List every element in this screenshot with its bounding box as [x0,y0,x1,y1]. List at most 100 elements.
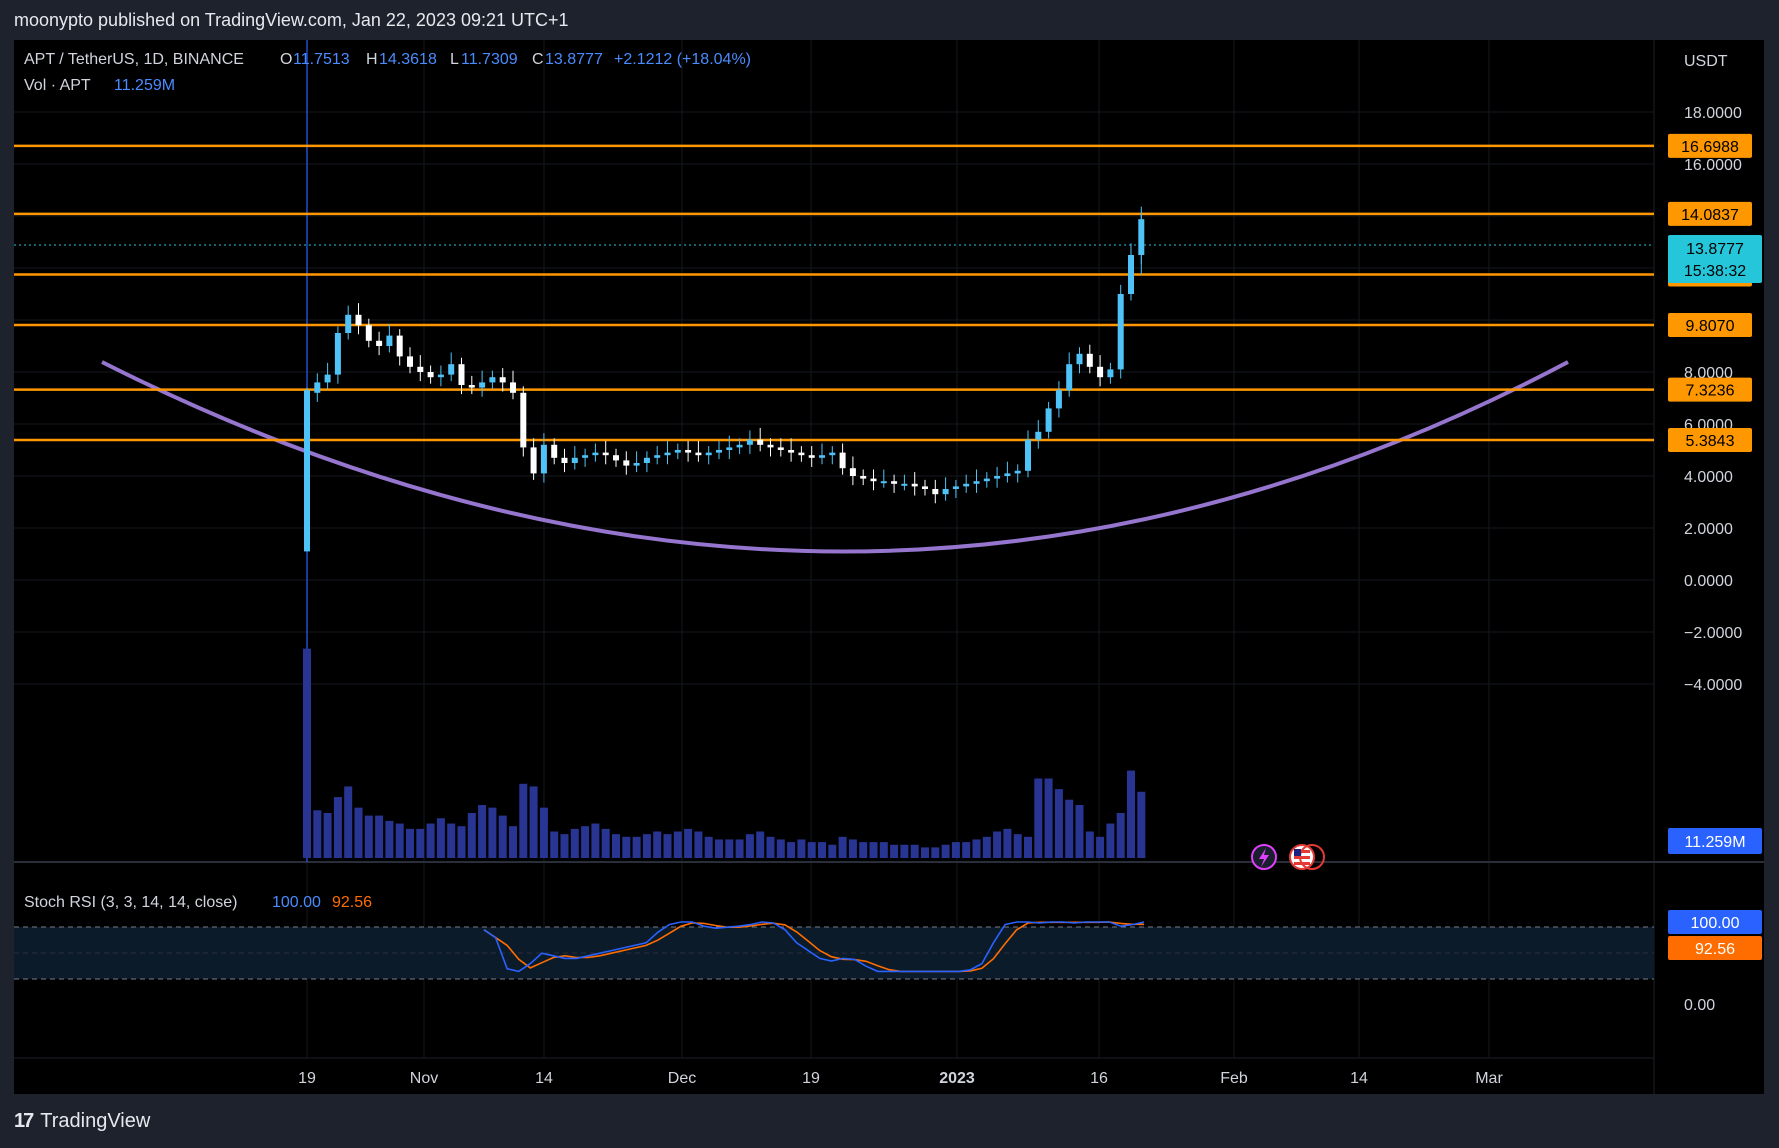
level-badge-text: 7.3236 [1686,383,1735,400]
lightning-icon[interactable] [1251,844,1277,870]
volume-bar [1085,831,1094,858]
grid [14,40,1654,1058]
volume-bar [879,842,888,858]
legend-symbol: APT / TetherUS, 1D, BINANCE [24,51,244,68]
rsi-d-badge-text: 92.56 [1695,941,1735,958]
volume-bar [673,831,682,858]
candle-body [777,447,784,450]
volume-bar [333,797,342,858]
volume-bar [807,842,816,858]
volume-bar [581,826,590,858]
stoch-rsi-k-line [483,921,1145,973]
candle-body [561,457,568,463]
chart-svg[interactable]: APT / TetherUS, 1D, BINANCE O 11.7513 H … [14,40,1764,1094]
candle-body [942,489,949,495]
candle-body [437,374,444,378]
countdown-text: 15:38:32 [1684,263,1746,280]
chart-frame[interactable]: APT / TetherUS, 1D, BINANCE O 11.7513 H … [14,40,1764,1094]
volume-bar [406,828,414,858]
candle-body [468,385,475,388]
candle-body [726,447,733,450]
time-label: Dec [668,1070,696,1087]
level-badge-text: 16.6988 [1681,139,1739,156]
volume-bar [488,807,497,858]
volume-bar [694,831,703,858]
legend-l-label: L [450,51,459,68]
candle-body [633,463,640,466]
candle-body [345,314,352,333]
candle-body [540,444,547,474]
volume-bar [756,831,765,858]
volume-bar [982,836,991,858]
volume-bar [962,842,971,858]
candle-body [963,483,970,487]
volume-bar [787,842,796,858]
last-price-text: 13.8777 [1686,241,1744,258]
volume-bars [303,648,1146,858]
price-tick: 0.0000 [1684,573,1733,590]
volume-bar [498,815,507,858]
time-axis: 19 Nov 14 Dec 19 2023 16 Feb 14 Mar [298,1070,1503,1087]
candle-body [1004,473,1011,476]
support-resistance-levels [14,144,1654,442]
legend-vol-label: Vol · APT [24,77,91,94]
candle-body [705,452,712,456]
volume-bar [1106,823,1115,858]
volume-bar [921,847,929,858]
time-label: 14 [535,1070,553,1087]
volume-badge-text: 11.259M [1684,834,1745,851]
candle-body [582,455,589,458]
volume-bar [395,823,404,858]
legend-h-label: H [366,51,378,68]
candle-body [427,372,434,378]
volume-bar [457,826,466,858]
volume-bar [684,828,693,858]
volume-bar [663,834,672,858]
candle-body [479,382,486,388]
volume-bar [519,783,528,858]
candle-body [757,439,764,445]
candle-body [324,374,331,383]
candle-body [952,486,959,489]
candle-body [994,476,1001,479]
us-flag-icon[interactable] [1289,844,1325,870]
rsi-tick-0: 0.00 [1684,997,1715,1014]
time-label: 14 [1350,1070,1368,1087]
price-tick: 2.0000 [1684,521,1733,538]
volume-bar [436,818,445,858]
time-label: Mar [1475,1070,1503,1087]
volume-bar [993,831,1002,858]
rsi-d-badge [1668,936,1762,960]
candle-body [510,382,516,393]
candle-body [448,364,455,375]
volume-bar [890,844,899,858]
candle-body [304,390,310,552]
volume-bar [344,786,353,858]
volume-bar [838,836,847,858]
candle-body [1055,390,1062,409]
volume-bar [1116,812,1125,858]
candle-body [746,439,753,445]
volume-bar [1096,836,1105,858]
legend-vol-value: 11.259M [114,77,175,94]
candle-body [819,455,825,458]
volume-bar [375,815,384,858]
volume-bar [818,842,826,858]
volume-bar [632,836,641,858]
level-badge-text: 5.3843 [1686,433,1735,450]
volume-bar [848,839,857,858]
candle-body [520,392,527,448]
volume-bar [828,844,837,858]
candle-body [365,325,372,341]
time-label: 19 [298,1070,316,1087]
volume-bar [941,844,950,858]
level-badge [1668,201,1752,226]
volume-bar [313,810,322,858]
footer: 17 TradingView [14,1110,150,1133]
footer-brand: TradingView [40,1110,151,1132]
legend-c-label: C [532,51,544,68]
last-price-badge [1668,235,1762,283]
candle-body [849,468,856,476]
time-label: Feb [1220,1070,1248,1087]
candle-body [922,486,928,489]
